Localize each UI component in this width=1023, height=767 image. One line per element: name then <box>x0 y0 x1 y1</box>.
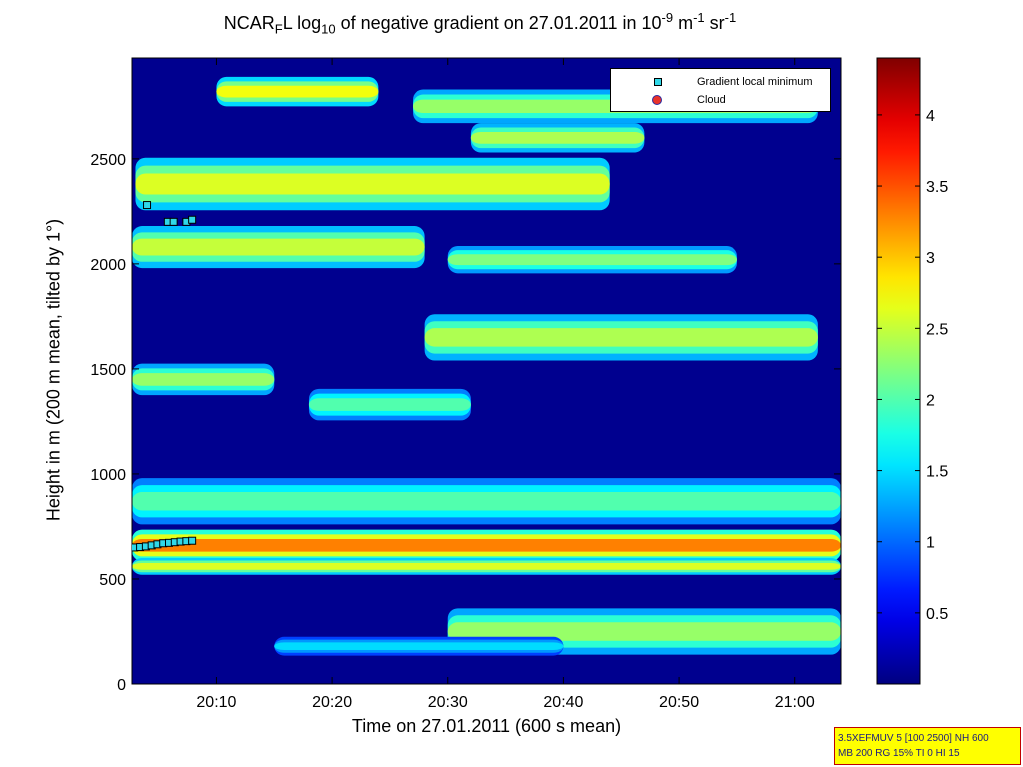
x-tick-label: 20:20 <box>312 694 352 711</box>
colorbar-tick-label: 2.5 <box>926 321 948 338</box>
y-tick-label: 1000 <box>90 467 126 484</box>
colorbar-tick-label: 3.5 <box>926 179 948 196</box>
heatmap-layer <box>132 76 841 656</box>
heatmap-band <box>132 539 841 552</box>
colorbar-tick-label: 1.5 <box>926 464 948 481</box>
heatmap-band <box>274 642 564 650</box>
colorbar-axis: 0.5 1 1.5 2 2.5 3 3.5 4 <box>877 108 948 623</box>
x-tick-label: 20:50 <box>659 694 699 711</box>
colorbar-tick-label: 4 <box>926 108 935 125</box>
legend: Gradient local minimum Cloud <box>610 68 831 112</box>
legend-label: Cloud <box>697 94 726 106</box>
gradient-minimum-point <box>169 217 178 226</box>
x-axis-label: Time on 27.01.2011 (600 s mean) <box>351 716 622 736</box>
x-axis: 20:10 20:20 20:30 20:40 20:50 21:00 <box>196 58 815 711</box>
x-tick-label: 20:10 <box>196 694 236 711</box>
y-tick-label: 500 <box>99 572 126 589</box>
heatmap-band <box>470 131 645 144</box>
gradient-minimum-point <box>188 215 197 224</box>
heatmap-band <box>308 398 471 411</box>
gradient-minimum-point <box>143 201 152 210</box>
x-tick-label: 20:40 <box>543 694 583 711</box>
heatmap-band <box>216 85 379 98</box>
y-axis-label: Height in m (200 m mean, tilted by 1°) <box>43 218 64 522</box>
circle-marker-icon <box>652 95 662 105</box>
heatmap-band <box>447 622 841 641</box>
gradient-minimum-point <box>188 536 197 545</box>
y-tick-label: 0 <box>117 677 126 694</box>
marker-layer <box>132 201 197 552</box>
square-marker-icon <box>654 78 662 86</box>
legend-item-cloud: Cloud <box>611 91 830 109</box>
heatmap-band <box>132 491 841 511</box>
y-tick-label: 1500 <box>90 362 126 379</box>
heatmap-band <box>447 254 737 266</box>
x-tick-label: 21:00 <box>775 694 815 711</box>
y-tick-label: 2000 <box>90 257 126 274</box>
heatmap-band <box>132 563 841 570</box>
colorbar-tick-label: 2 <box>926 392 935 409</box>
heatmap-band <box>132 238 425 256</box>
colorbar-tick-label: 0.5 <box>926 606 948 623</box>
chart-title: NCARFL log10 of negative gradient on 27.… <box>223 10 737 37</box>
x-tick-label: 20:30 <box>428 694 468 711</box>
heatmap-band <box>135 173 610 195</box>
colorbar-tick-label: 3 <box>926 250 935 267</box>
info-line-2: MB 200 RG 15% TI 0 HI 15 <box>838 748 960 759</box>
y-axis: 0 500 1000 1500 2000 2500 <box>90 152 841 694</box>
y-tick-label: 2500 <box>90 152 126 169</box>
colorbar <box>876 57 921 685</box>
heatmap-band <box>424 328 818 347</box>
info-line-1: 3.5XEFMUV 5 [100 2500] NH 600 <box>838 733 989 744</box>
plot-frame <box>131 57 842 685</box>
legend-label: Gradient local minimum <box>697 76 813 88</box>
parameter-info-box: 3.5XEFMUV 5 [100 2500] NH 600 MB 200 RG … <box>834 727 1021 765</box>
heatmap-band <box>132 373 275 386</box>
colorbar-tick-label: 1 <box>926 535 935 552</box>
legend-item-gradient-minimum: Gradient local minimum <box>611 73 830 91</box>
